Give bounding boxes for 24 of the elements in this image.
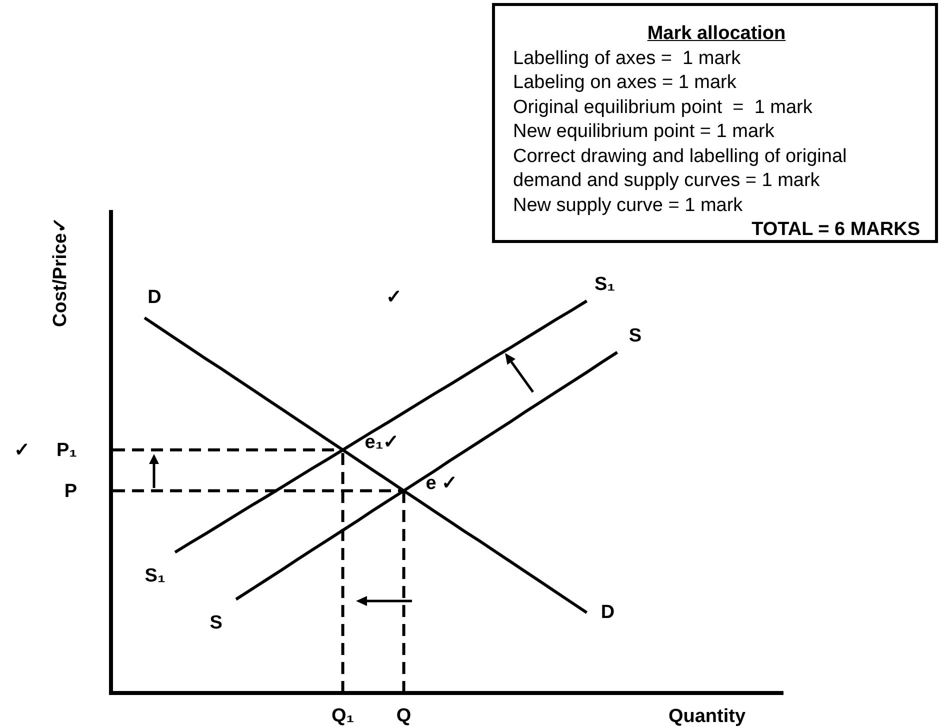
text: TOTAL = 6 MARKS: [750, 218, 920, 242]
annotation: e ✓: [426, 472, 458, 494]
text: demand and supply curves = 1 mark: [513, 169, 821, 193]
series-label: D: [148, 287, 162, 308]
text: S₁: [144, 565, 166, 586]
text: New equilibrium point = 1 mark: [513, 120, 776, 144]
ref-line-label: ✓ P₁: [14, 440, 78, 462]
x-tick-label: Q: [396, 706, 412, 727]
text: Mark allocation: [646, 22, 787, 46]
text: Labelling of axes = 1 mark: [513, 46, 742, 70]
x-tick-label: Q₁: [331, 706, 354, 727]
ref-line-label: P: [64, 480, 78, 502]
series-label: S₁: [594, 274, 616, 296]
text: S: [210, 612, 222, 634]
text: Correct drawing and labelling of original: [513, 144, 848, 168]
series-label: S: [628, 326, 642, 347]
text: Original equilibrium point = 1 mark: [513, 96, 814, 120]
annotation: ✓: [386, 287, 402, 308]
x-axis-title: Quantity: [668, 706, 746, 727]
text: D: [600, 602, 615, 623]
annotation: e₁✓: [364, 432, 400, 454]
text: New supply curve = 1 mark: [513, 194, 744, 218]
text: Labeling on axes = 1 mark: [513, 71, 738, 95]
y-axis-title: Cost/Price✓: [50, 217, 72, 327]
